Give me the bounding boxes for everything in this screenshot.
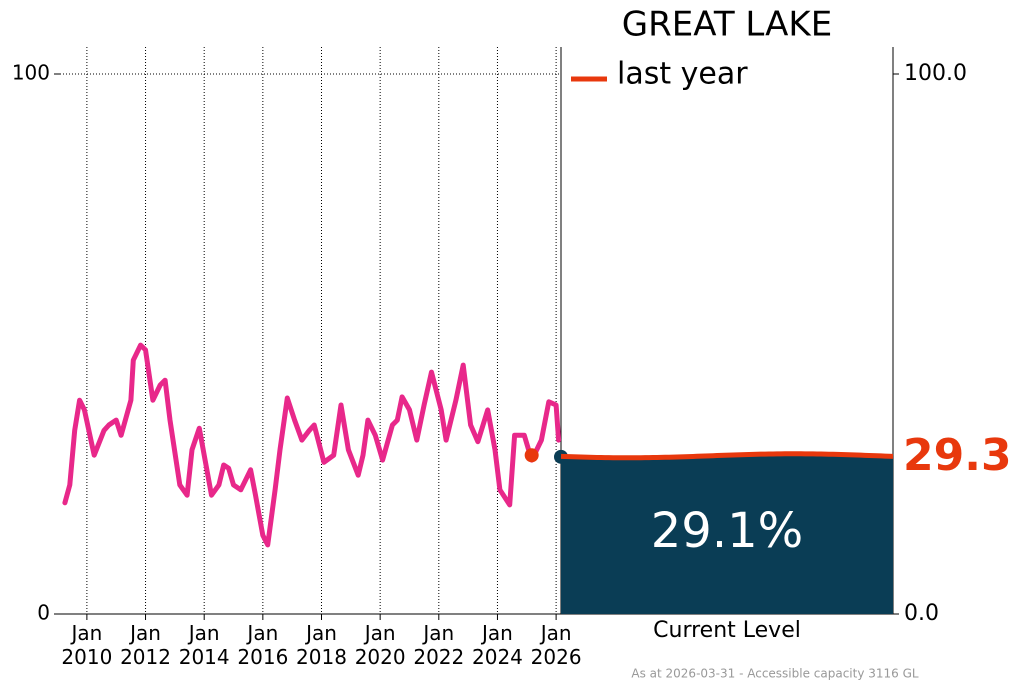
x-tick-label: Jan 2024 [472, 621, 523, 669]
y-tick-label: 100 [12, 61, 50, 85]
x-tick-label: Jan 2018 [296, 621, 347, 669]
legend-label: last year [617, 57, 748, 92]
level-label: 29.1% [651, 503, 803, 559]
footnote: As at 2026-03-31 - Accessible capacity 3… [631, 667, 919, 681]
x-tick-label: Jan 2014 [179, 621, 230, 669]
x-tick-label: Jan 2020 [355, 621, 406, 669]
marker [524, 448, 539, 463]
last-year-value: 29.3 [903, 430, 1012, 481]
data-line [62, 342, 562, 548]
y2-tick-label: 100.0 [904, 61, 967, 86]
x-tick-label: Jan 2012 [120, 621, 171, 669]
last-year-line [560, 451, 894, 461]
x-tick-label: Jan 2010 [61, 621, 112, 669]
y2-tick-label: 0.0 [904, 601, 939, 626]
level-fill [561, 454, 893, 614]
x-tick-label: Jan 2016 [237, 621, 288, 669]
x-axis-label: Current Level [653, 618, 801, 643]
x-tick-label: Jan 2022 [413, 621, 464, 669]
x-tick-label: Jan 2026 [531, 621, 582, 669]
chart-title: GREAT LAKE [622, 5, 832, 45]
y-tick-label: 0 [37, 601, 50, 625]
